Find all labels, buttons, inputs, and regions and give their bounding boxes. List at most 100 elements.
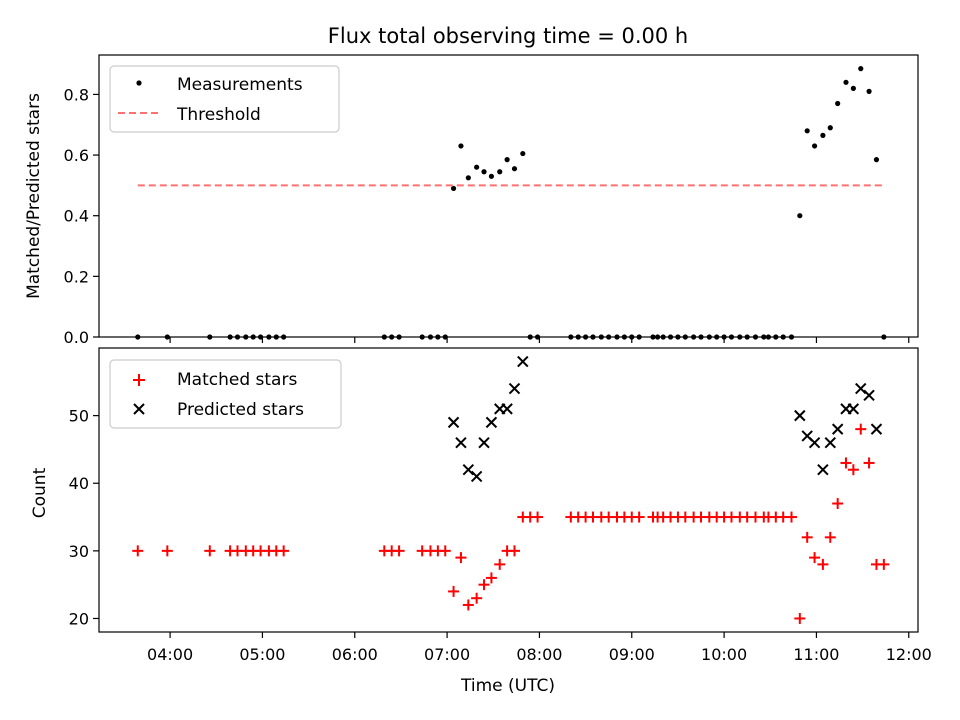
x-tick-label: 10:00 [701,645,747,664]
measurement-point [765,334,772,340]
x-axis-label: Time (UTC) [460,676,555,696]
predicted-stars-point [462,464,475,476]
matched-stars-point [485,572,497,584]
measurement-point [873,157,880,163]
measurement-point [881,334,887,340]
measurement-point [606,334,612,340]
matched-stars-point [478,579,490,591]
measurement-point [497,169,503,175]
bottom-y-tick-label: 30 [69,542,89,561]
matched-stars-point [509,545,521,557]
x-tick-label: 12:00 [886,645,932,664]
measurement-point [850,85,856,91]
top-axes-frame [98,54,919,338]
measurement-point [804,128,810,134]
matched-stars-point [494,558,506,570]
measurement-point [728,334,735,340]
top-plot-area [135,66,887,340]
matched-stars-point [801,531,813,543]
predicted-stars-point [470,470,483,483]
measurement-point [737,334,743,340]
bottom-y-ticks: 20 30 40 50 [69,407,99,628]
measurement-point [706,334,712,340]
matched-stars-point [847,464,859,476]
predicted-stars-point [485,416,498,429]
measurement-point [621,334,627,340]
top-panel: 0.00.20.40.60.8 Matched/Predicted stars … [24,54,919,347]
x-tick-label: 05:00 [239,645,285,664]
measurement-point [629,334,635,340]
bottom-y-tick-label: 50 [69,407,89,426]
measurement-point [655,334,661,340]
predicted-stars-point [517,355,529,368]
matched-stars-point [809,552,821,564]
measurement-point [465,175,471,181]
measurement-point [250,334,256,340]
bottom-legend: Matched stars Predicted stars [109,359,342,429]
measurement-point [761,334,767,340]
matched-stars-point [817,558,829,570]
measurement-point [534,334,541,340]
x-tick-label: 08:00 [516,645,562,664]
measurement-point [474,164,480,170]
top-legend: Measurements Threshold [109,65,340,133]
measurement-point [598,334,604,340]
measurement-point [698,334,704,340]
measurement-point [164,334,170,340]
bottom-y-tick-label: 20 [69,609,89,628]
x-tick-label: 09:00 [609,645,655,664]
predicted-stars-point [508,382,521,395]
measurement-point [691,334,697,340]
measurement-point [650,334,656,340]
measurement-point [827,125,833,131]
matched-stars-point [455,552,467,564]
measurement-point [450,185,457,192]
predicted-stars-point [817,464,829,476]
predicted-stars-point [478,436,490,449]
bottom-axes-frame [98,347,919,633]
figure-title: Flux total observing time = 0.00 h [328,24,688,48]
measurement-point [227,334,233,340]
measurement-point [458,143,464,149]
top-y-ticks: 0.0 0.2 0.4 0.6 0.8 [64,85,99,347]
predicted-stars-point [447,416,460,429]
measurement-point [788,334,795,340]
measurement-point [582,334,589,340]
legend-threshold-label: Threshold [176,105,261,125]
bottom-panel: 20 30 40 50 04:00 05:00 06:00 07:00 08:00 09:00 1… [30,347,932,696]
measurement-point [667,334,674,340]
measurement-point [389,334,395,340]
x-tick-label: 04:00 [147,645,193,664]
matched-stars-point [794,612,806,624]
measurement-point [135,334,141,340]
legend-matched-label: Matched stars [177,370,297,390]
measurement-point [675,334,681,340]
measurement-point [257,334,264,340]
top-y-tick-label: 0.8 [64,85,89,104]
measurement-point [797,213,803,219]
measurement-point [866,88,872,94]
measurement-point [442,334,448,340]
measurement-point [568,334,574,340]
measurement-point [811,143,818,149]
matched-stars-point [132,545,144,557]
measurement-point [234,334,241,340]
measurement-point [207,334,213,340]
measurement-point [243,334,249,340]
measurement-point [820,132,826,138]
measurement-point [427,334,434,340]
predicted-stars-point [855,382,867,395]
measurement-point [527,334,533,340]
measurement-point [435,334,441,340]
matched-stars-point [278,545,290,557]
measurement-point [660,334,666,340]
measurement-point [682,334,688,340]
measurement-point [481,169,487,175]
measurement-point [520,150,526,157]
top-y-tick-label: 0.2 [64,267,89,286]
measurement-point [858,66,864,72]
matched-stars-point [439,545,451,557]
measurement-point [511,166,518,172]
top-y-tick-label: 0.0 [64,328,89,347]
predicted-stars-point [794,409,806,422]
